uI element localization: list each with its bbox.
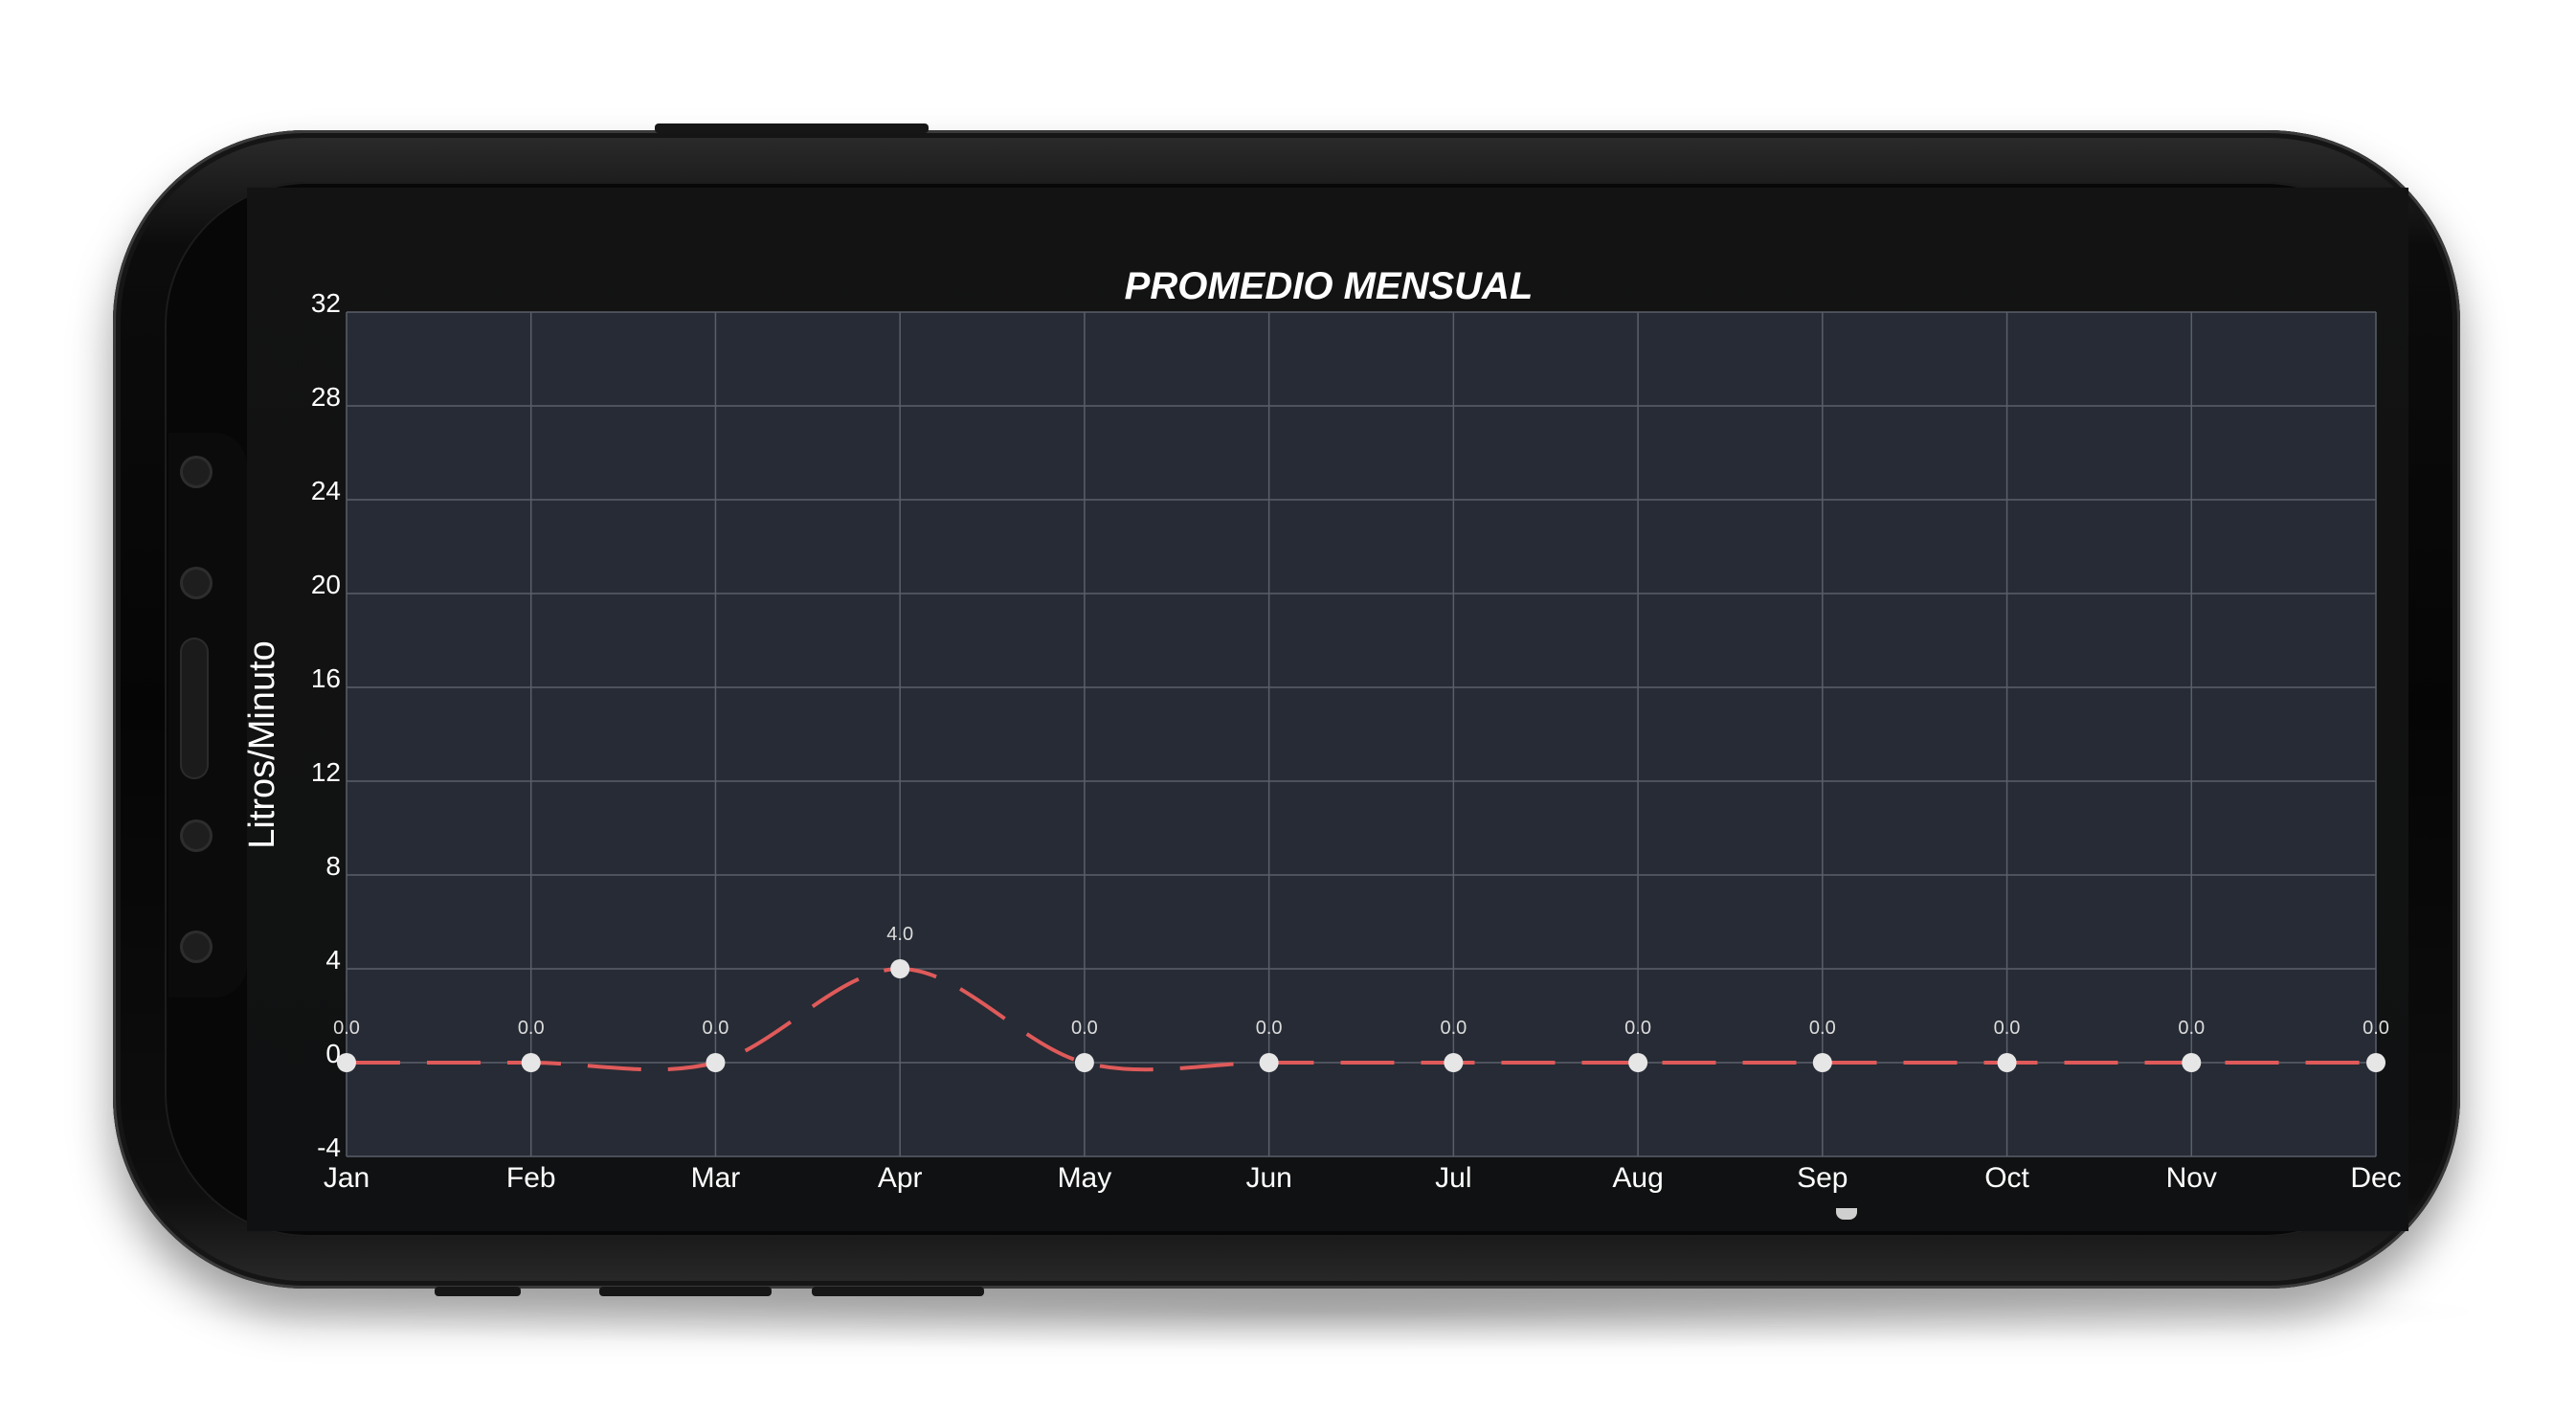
data-label: 0.0: [1440, 1018, 1467, 1039]
power-button: [655, 123, 929, 133]
volume-down-button: [599, 1287, 772, 1296]
data-point: [890, 959, 910, 978]
home-indicator: [1836, 1208, 1857, 1220]
chart-title: PROMEDIO MENSUAL: [1125, 265, 1534, 307]
screen: PROMEDIO MENSUAL Litros/Minuto 32 28 24 20 1…: [247, 188, 2408, 1231]
data-label: 4.0: [886, 924, 913, 945]
iris-camera-icon: [180, 931, 213, 963]
data-markers: [337, 959, 2386, 1072]
x-tick-label: Feb: [506, 1162, 556, 1194]
x-tick-label: Jan: [324, 1162, 370, 1194]
plot-area: [347, 312, 2376, 1156]
x-tick-label: Apr: [878, 1162, 923, 1194]
data-label: 0.0: [518, 1018, 545, 1039]
y-tick-label: 24: [311, 476, 341, 505]
data-label: 0.0: [2178, 1018, 2205, 1039]
x-tick-label: Sep: [1797, 1162, 1848, 1194]
earpiece-speaker: [180, 638, 209, 779]
x-tick-label: Aug: [1612, 1162, 1663, 1194]
data-point: [1628, 1053, 1648, 1072]
data-point: [2366, 1053, 2386, 1072]
data-label: 0.0: [1624, 1018, 1651, 1039]
data-label: 0.0: [1256, 1018, 1283, 1039]
data-point: [337, 1053, 356, 1072]
y-axis-ticks: 32 28 24 20 16 12 8 4 0 -4: [311, 288, 341, 1162]
line-chart: PROMEDIO MENSUAL Litros/Minuto 32 28 24 20 1…: [247, 265, 2402, 1194]
y-tick-label: 12: [311, 757, 341, 787]
data-point: [1259, 1053, 1279, 1072]
data-point: [1074, 1053, 1094, 1072]
data-label: 0.0: [1071, 1018, 1098, 1039]
x-tick-label: Nov: [2166, 1162, 2217, 1194]
data-point: [706, 1053, 726, 1072]
x-tick-label: Oct: [1984, 1162, 2029, 1194]
y-axis-label: Litros/Minuto: [247, 640, 282, 849]
data-point: [2182, 1053, 2202, 1072]
front-camera-icon: [180, 567, 213, 599]
y-tick-label: 0: [325, 1039, 341, 1068]
y-tick-label: 20: [311, 570, 341, 599]
data-label: 0.0: [333, 1018, 360, 1039]
x-tick-label: Dec: [2350, 1162, 2401, 1194]
y-tick-label: -4: [317, 1133, 341, 1162]
x-axis-ticks: Jan Feb Mar Apr May Jun Jul Aug Sep Oct Nov Dec: [324, 1162, 2402, 1194]
x-tick-label: Mar: [691, 1162, 741, 1194]
iris-sensor-icon: [180, 819, 213, 852]
data-label: 0.0: [1809, 1018, 1836, 1039]
data-value-labels: 0.0 0.0 0.0 4.0 0.0 0.0 0.0 0.0 0.0 0.0 0.0 0.0: [333, 924, 2389, 1039]
y-tick-label: 4: [325, 945, 341, 975]
x-tick-label: Jul: [1435, 1162, 1471, 1194]
data-label: 0.0: [703, 1018, 729, 1039]
x-tick-label: May: [1058, 1162, 1112, 1194]
y-tick-label: 16: [311, 663, 341, 693]
data-label: 0.0: [2363, 1018, 2389, 1039]
y-tick-label: 32: [311, 288, 341, 318]
data-point: [1812, 1053, 1832, 1072]
y-tick-label: 28: [311, 382, 341, 412]
data-point: [521, 1053, 541, 1072]
bixby-button: [812, 1287, 984, 1296]
y-tick-label: 8: [325, 851, 341, 881]
x-tick-label: Jun: [1245, 1162, 1291, 1194]
volume-up-button: [435, 1287, 521, 1296]
data-label: 0.0: [1994, 1018, 2021, 1039]
data-point: [1444, 1053, 1464, 1072]
data-point: [1997, 1053, 2017, 1072]
proximity-sensor-icon: [180, 456, 213, 488]
